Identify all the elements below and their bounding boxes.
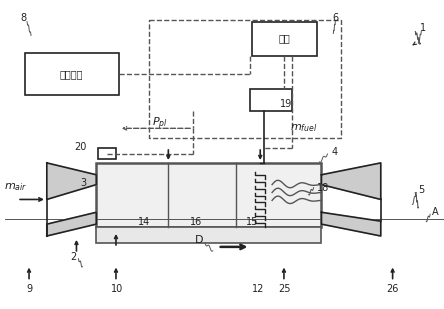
Text: 1: 1 [420, 23, 426, 32]
Text: 19: 19 [280, 99, 292, 109]
Bar [149, 20, 341, 138]
Text: 20: 20 [74, 142, 86, 152]
Text: 3: 3 [80, 178, 86, 188]
Text: 燃料: 燃料 [278, 33, 290, 43]
Text: 5: 5 [418, 184, 424, 195]
Text: 4: 4 [331, 147, 337, 157]
Bar [96, 227, 321, 243]
Text: A: A [432, 207, 439, 217]
Text: 8: 8 [20, 13, 26, 23]
Text: 6: 6 [332, 13, 338, 23]
Bar [25, 53, 119, 95]
Text: $m_{fuel}$: $m_{fuel}$ [290, 122, 317, 134]
Polygon shape [47, 212, 96, 236]
Text: 26: 26 [386, 284, 399, 294]
Text: 15: 15 [246, 217, 258, 227]
Text: 10: 10 [111, 284, 123, 294]
Text: 2: 2 [70, 252, 76, 262]
Text: 控制设备: 控制设备 [60, 69, 83, 79]
Text: $P_{pl}$: $P_{pl}$ [151, 115, 167, 132]
Polygon shape [321, 212, 381, 236]
Polygon shape [47, 163, 96, 199]
Text: 18: 18 [317, 183, 329, 193]
Bar [252, 22, 317, 56]
Text: D: D [194, 235, 203, 245]
Text: 12: 12 [252, 284, 265, 294]
Polygon shape [321, 163, 381, 199]
Text: 16: 16 [190, 217, 202, 227]
Bar [98, 148, 116, 159]
Text: 9: 9 [26, 284, 32, 294]
Text: $m_{air}$: $m_{air}$ [4, 182, 27, 193]
Text: 14: 14 [138, 217, 150, 227]
Text: 25: 25 [279, 284, 291, 294]
Bar [96, 163, 321, 227]
Bar [250, 89, 292, 111]
